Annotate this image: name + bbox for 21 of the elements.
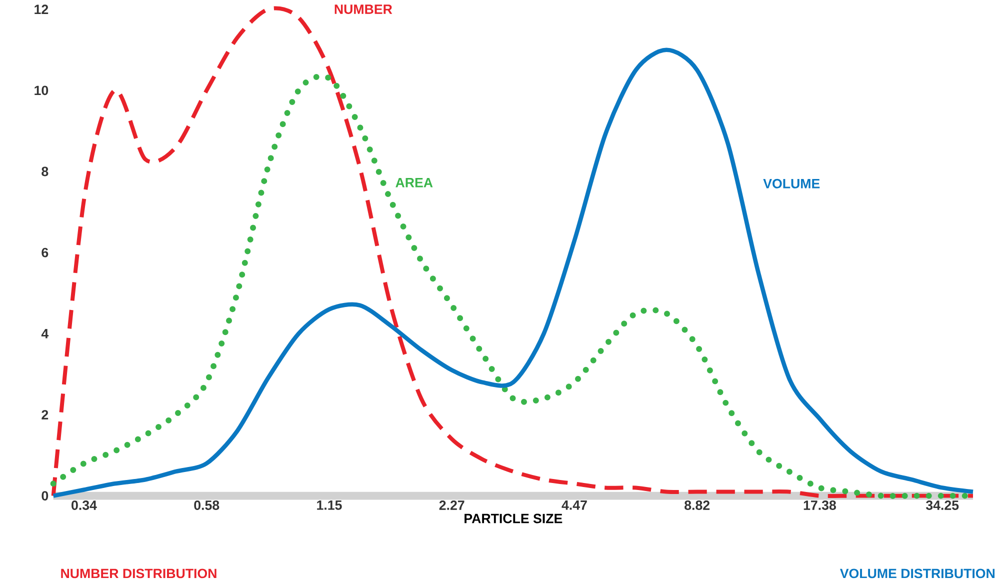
- series-label: VOLUME: [763, 179, 820, 188]
- x-axis-title: PARTICLE SIZE: [464, 514, 562, 524]
- y-tick-label: 8: [42, 166, 48, 176]
- y-tick-label: 4: [41, 329, 49, 338]
- y-tick-label: 0: [42, 491, 48, 501]
- y-tick-label: 10: [34, 86, 48, 96]
- text: NUMBER DISTRIBUTION: [61, 568, 216, 578]
- x-tick-label: 2.27: [439, 500, 464, 510]
- x-tick-label: 34.25: [926, 500, 959, 510]
- text: NUMBER: [334, 4, 392, 14]
- y-tick-label: 12: [34, 4, 48, 14]
- x-tick-label: 17.38: [804, 500, 836, 510]
- x-tick-label: 0.34: [72, 500, 97, 510]
- y-tick-label: 2: [42, 410, 48, 420]
- y-tick-label: 6: [42, 248, 48, 258]
- text: VOLUME DISTRIBUTION: [840, 568, 994, 578]
- x-tick-label: 1.15: [317, 500, 342, 510]
- x-tick-label: 4.47: [562, 500, 587, 510]
- x-tick-label: 8.82: [684, 500, 710, 510]
- x-tick-label: 0.58: [194, 500, 220, 510]
- series-label: AREA: [396, 178, 433, 188]
